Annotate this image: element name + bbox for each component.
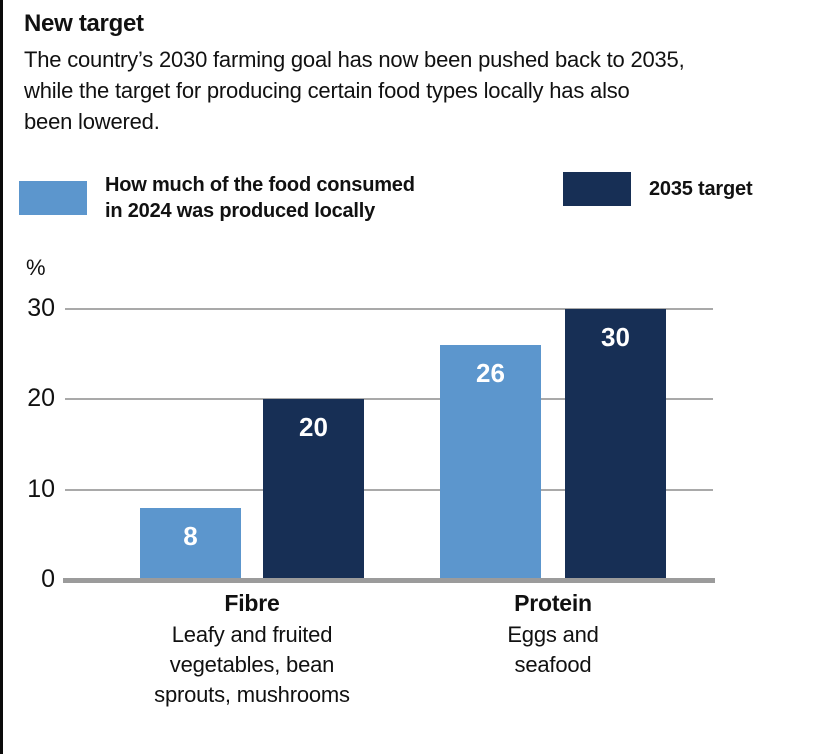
gridline-30 <box>65 307 713 310</box>
category-protein-name: Protein <box>514 590 592 616</box>
category-protein: Protein Eggs and seafood <box>403 588 703 680</box>
bar-value-label: 26 <box>476 357 505 388</box>
legend: How much of the food consumed in 2024 wa… <box>3 172 838 222</box>
bar-protein-2035-target: 30 <box>565 308 666 580</box>
chart-title: New target <box>24 10 144 37</box>
legend-swatch-2035-target <box>563 172 631 206</box>
gridline-10 <box>65 488 713 491</box>
y-tick-30: 30 <box>27 293 55 322</box>
bar-fibre-2024-actual: 8 <box>140 507 241 580</box>
gridline-20 <box>65 398 713 400</box>
bar-fibre-2035-target: 20 <box>263 399 364 580</box>
legend-label-2035-target: 2035 target <box>649 178 753 200</box>
category-fibre-name: Fibre <box>224 590 280 616</box>
x-axis-line <box>63 578 715 583</box>
legend-item-2024: How much of the food consumed in 2024 wa… <box>19 172 415 224</box>
plot-area: 0 10 20 30 8 20 26 30 <box>27 294 715 593</box>
bar-value-label: 30 <box>601 321 630 352</box>
chart-description: The country’s 2030 farming goal has now … <box>24 47 685 134</box>
category-protein-description: Eggs and seafood <box>507 622 599 677</box>
category-fibre-description: Leafy and fruited vegetables, bean sprou… <box>154 622 350 707</box>
category-fibre: Fibre Leafy and fruited vegetables, bean… <box>102 588 402 710</box>
y-tick-10: 10 <box>27 474 55 503</box>
bar-value-label: 8 <box>183 520 198 551</box>
legend-item-2035-target: 2035 target <box>563 172 753 206</box>
y-tick-20: 20 <box>27 384 55 412</box>
y-tick-0: 0 <box>41 565 55 593</box>
legend-label-2024: How much of the food consumed in 2024 wa… <box>105 174 415 222</box>
bar-value-label: 20 <box>299 412 328 442</box>
legend-swatch-2024 <box>19 181 87 215</box>
y-axis-unit-label: % <box>26 255 46 280</box>
bar-protein-2024-actual: 26 <box>440 344 541 580</box>
